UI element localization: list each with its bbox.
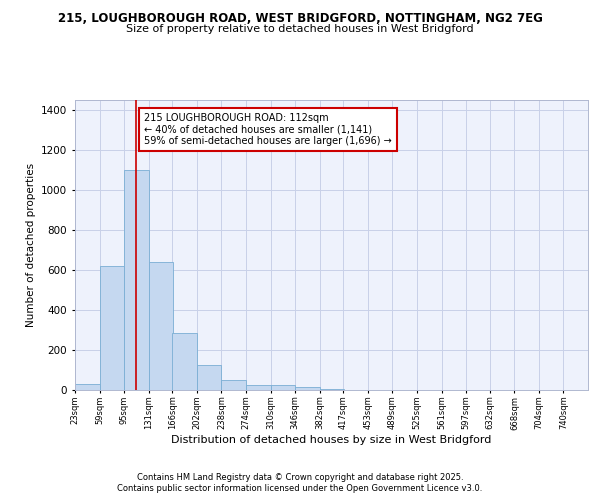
X-axis label: Distribution of detached houses by size in West Bridgford: Distribution of detached houses by size … (172, 435, 491, 445)
Bar (124, 170, 149, 390)
Text: Size of property relative to detached houses in West Bridgford: Size of property relative to detached ho… (126, 24, 474, 34)
Bar (197, 365, 221, 390)
Text: Contains HM Land Registry data © Crown copyright and database right 2025.: Contains HM Land Registry data © Crown c… (137, 472, 463, 482)
Text: Contains public sector information licensed under the Open Government Licence v3: Contains public sector information licen… (118, 484, 482, 493)
Y-axis label: Number of detached properties: Number of detached properties (26, 163, 35, 327)
Bar (320, 389, 344, 390)
Bar (172, 333, 197, 390)
Bar (149, 262, 173, 390)
Bar (75, 384, 100, 390)
Text: 215, LOUGHBOROUGH ROAD, WEST BRIDGFORD, NOTTINGHAM, NG2 7EG: 215, LOUGHBOROUGH ROAD, WEST BRIDGFORD, … (58, 12, 542, 26)
Bar (221, 380, 246, 390)
Bar (100, 266, 124, 390)
Bar (295, 387, 320, 390)
Text: 215 LOUGHBOROUGH ROAD: 112sqm
← 40% of detached houses are smaller (1,141)
59% o: 215 LOUGHBOROUGH ROAD: 112sqm ← 40% of d… (144, 113, 392, 146)
Bar (246, 385, 271, 390)
Bar (271, 385, 295, 390)
